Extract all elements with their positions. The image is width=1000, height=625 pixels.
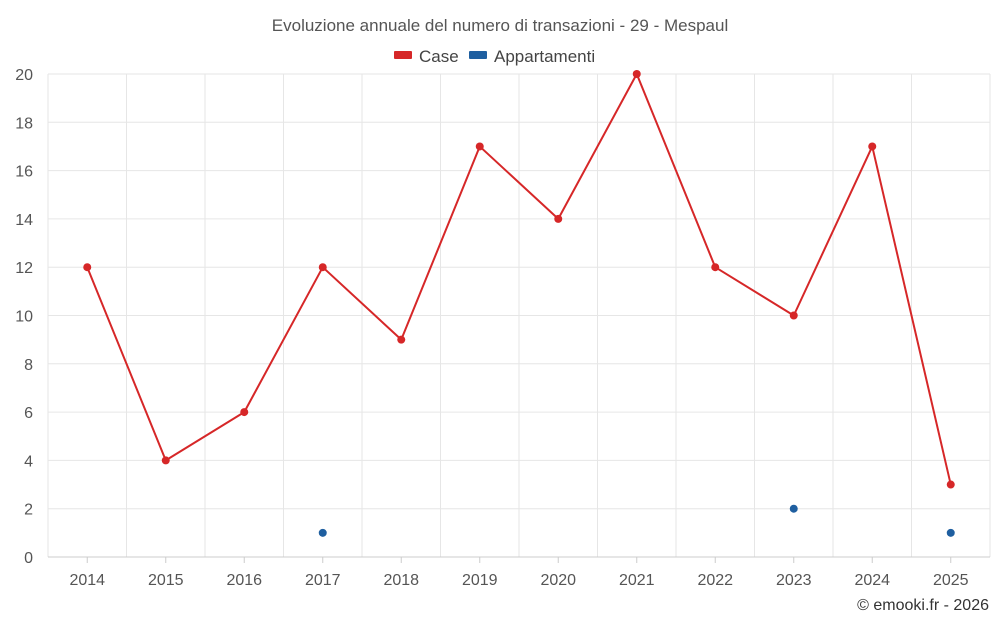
- y-tick-label-10: 10: [15, 309, 33, 326]
- legend-swatch-case: [394, 51, 412, 59]
- legend-label-case: Case: [419, 47, 459, 66]
- point-case-2019: [475, 142, 484, 151]
- chart-title: Evoluzione annuale del numero di transaz…: [272, 16, 728, 35]
- series-appartamenti: [318, 504, 955, 537]
- point-case-2024: [868, 142, 877, 151]
- x-tick-label-2015: 2015: [148, 572, 184, 589]
- y-tick-label-2: 2: [24, 502, 33, 519]
- series: [83, 70, 955, 537]
- grid: [47, 73, 991, 557]
- point-appartamenti-2023: [789, 504, 798, 513]
- y-tick-label-20: 20: [15, 67, 33, 84]
- y-tick-label-12: 12: [15, 260, 33, 277]
- x-tick-label-2023: 2023: [776, 572, 812, 589]
- y-tick-label-18: 18: [15, 115, 33, 132]
- y-tick-label-4: 4: [24, 453, 33, 470]
- point-case-2022: [711, 263, 720, 272]
- point-case-2023: [789, 311, 798, 320]
- x-tick-label-2022: 2022: [697, 572, 733, 589]
- legend: Case Appartamenti: [394, 47, 595, 66]
- series-line-case: [86, 73, 952, 485]
- credit-text: © emooki.fr - 2026: [857, 597, 989, 614]
- x-tick-label-2024: 2024: [854, 572, 890, 589]
- y-tick-label-14: 14: [15, 212, 33, 229]
- y-tick-label-16: 16: [15, 164, 33, 181]
- legend-item-appartamenti[interactable]: Appartamenti: [469, 47, 595, 66]
- point-case-2021: [632, 70, 641, 78]
- x-tick-label-2021: 2021: [619, 572, 655, 589]
- point-case-2014: [83, 263, 92, 272]
- series-case: [83, 70, 955, 489]
- x-tick-label-2016: 2016: [226, 572, 262, 589]
- point-case-2017: [318, 263, 327, 272]
- x-tick-label-2018: 2018: [383, 572, 419, 589]
- point-appartamenti-2025: [946, 528, 955, 537]
- legend-swatch-appartamenti: [469, 51, 487, 59]
- x-tick-label-2019: 2019: [462, 572, 498, 589]
- x-tick-label-2020: 2020: [540, 572, 576, 589]
- point-case-2016: [240, 408, 249, 417]
- point-appartamenti-2017: [318, 528, 327, 537]
- y-tick-label-6: 6: [24, 405, 33, 422]
- y-tick-label-0: 0: [24, 550, 33, 567]
- axes: 0 2 4 6 8 10 12 14 16 18 20 2014 2015 2016 2017 2018 201…: [15, 67, 990, 589]
- point-case-2015: [161, 456, 170, 465]
- legend-item-case[interactable]: Case: [394, 47, 459, 66]
- y-tick-label-8: 8: [24, 357, 33, 374]
- point-case-2018: [397, 335, 406, 344]
- legend-label-appartamenti: Appartamenti: [494, 47, 595, 66]
- x-tick-label-2014: 2014: [69, 572, 105, 589]
- point-case-2025: [946, 480, 955, 489]
- point-case-2020: [554, 214, 563, 223]
- x-tick-label-2017: 2017: [305, 572, 341, 589]
- x-tick-label-2025: 2025: [933, 572, 969, 589]
